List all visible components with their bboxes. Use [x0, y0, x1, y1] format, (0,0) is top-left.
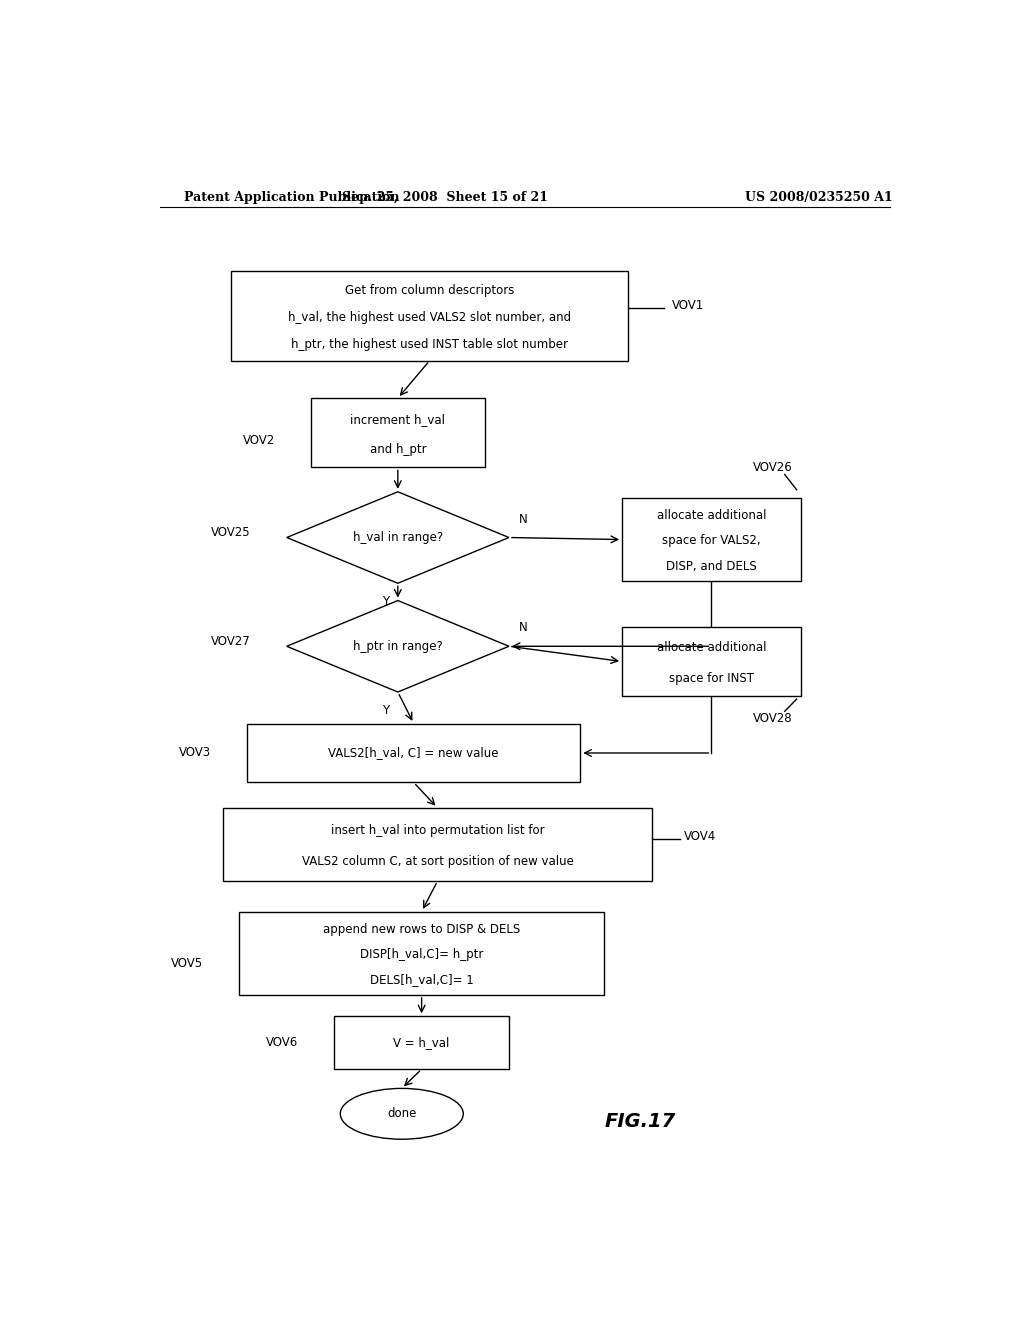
- Bar: [310, 399, 485, 467]
- Text: VALS2[h_val, C] = new value: VALS2[h_val, C] = new value: [329, 747, 499, 759]
- Text: VOV4: VOV4: [684, 830, 716, 843]
- Text: Get from column descriptors: Get from column descriptors: [345, 284, 514, 297]
- Bar: [223, 808, 652, 880]
- Bar: [231, 271, 628, 360]
- Text: allocate additional: allocate additional: [656, 642, 766, 655]
- Text: FIG.17: FIG.17: [604, 1113, 676, 1131]
- Text: VOV25: VOV25: [211, 525, 251, 539]
- Bar: [622, 498, 801, 581]
- Text: Sep. 25, 2008  Sheet 15 of 21: Sep. 25, 2008 Sheet 15 of 21: [342, 190, 549, 203]
- Ellipse shape: [340, 1089, 463, 1139]
- Text: DELS[h_val,C]= 1: DELS[h_val,C]= 1: [370, 973, 473, 986]
- Text: append new rows to DISP & DELS: append new rows to DISP & DELS: [323, 923, 520, 936]
- Text: insert h_val into permutation list for: insert h_val into permutation list for: [331, 824, 545, 837]
- Text: VOV28: VOV28: [753, 711, 793, 725]
- Text: h_ptr in range?: h_ptr in range?: [353, 640, 442, 653]
- Text: V = h_val: V = h_val: [393, 1036, 450, 1049]
- Text: US 2008/0235250 A1: US 2008/0235250 A1: [744, 190, 892, 203]
- Text: VOV6: VOV6: [266, 1036, 299, 1049]
- Text: h_val in range?: h_val in range?: [352, 531, 443, 544]
- Text: VALS2 column C, at sort position of new value: VALS2 column C, at sort position of new …: [301, 855, 573, 869]
- Text: allocate additional: allocate additional: [656, 510, 766, 521]
- Text: VOV5: VOV5: [171, 957, 204, 970]
- Text: VOV26: VOV26: [753, 461, 793, 474]
- Text: done: done: [387, 1107, 417, 1121]
- Text: h_val, the highest used VALS2 slot number, and: h_val, the highest used VALS2 slot numbe…: [288, 310, 571, 323]
- Text: Y: Y: [382, 595, 389, 609]
- Text: space for VALS2,: space for VALS2,: [662, 535, 761, 548]
- Text: N: N: [519, 512, 527, 525]
- Text: DISP, and DELS: DISP, and DELS: [666, 560, 757, 573]
- Bar: [334, 1016, 509, 1069]
- Text: VOV27: VOV27: [211, 635, 251, 648]
- Bar: [247, 723, 581, 783]
- Text: and h_ptr: and h_ptr: [370, 442, 426, 455]
- Text: DISP[h_val,C]= h_ptr: DISP[h_val,C]= h_ptr: [360, 948, 483, 961]
- Text: Y: Y: [382, 704, 389, 717]
- Text: h_ptr, the highest used INST table slot number: h_ptr, the highest used INST table slot …: [291, 338, 568, 351]
- Text: VOV2: VOV2: [243, 434, 274, 447]
- Text: increment h_val: increment h_val: [350, 413, 445, 426]
- Polygon shape: [287, 492, 509, 583]
- Polygon shape: [287, 601, 509, 692]
- Text: Patent Application Publication: Patent Application Publication: [183, 190, 399, 203]
- Text: VOV3: VOV3: [179, 747, 211, 759]
- Bar: [239, 912, 604, 995]
- Bar: [622, 627, 801, 696]
- Text: space for INST: space for INST: [669, 672, 754, 685]
- Text: N: N: [519, 622, 527, 635]
- Text: VOV1: VOV1: [672, 300, 703, 313]
